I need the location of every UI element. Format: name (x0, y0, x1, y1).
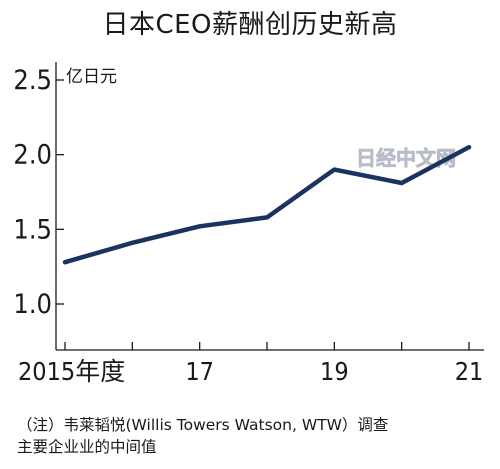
x-axis-ticks: 2015年度 17 19 21 (18, 342, 483, 386)
chart-axes (55, 62, 484, 351)
y-axis-ticks: 1.0 1.5 2.0 2.5 (13, 65, 64, 320)
x-tick-label: 19 (320, 357, 349, 386)
x-tick-label: 2015年度 (18, 357, 125, 386)
y-tick-label: 2.0 (13, 140, 52, 171)
y-tick-label: 1.0 (13, 289, 52, 320)
data-series (62, 144, 472, 265)
line-chart: 1.0 1.5 2.0 2.5 2015年度 17 19 21 亿日元 日经中文网 (13, 62, 484, 386)
x-tick-label: 21 (455, 357, 484, 386)
y-tick-label: 1.5 (13, 214, 52, 245)
footnote-line-2: 主要企业业的中间值 (17, 438, 157, 456)
y-tick-label: 2.5 (13, 65, 52, 96)
footnote-line-1: （注）韦莱韬悦(Willis Towers Watson, WTW）调查 (17, 416, 389, 434)
x-tick-label: 17 (185, 357, 214, 386)
y-axis-unit-label: 亿日元 (66, 67, 117, 87)
footnote: （注）韦莱韬悦(Willis Towers Watson, WTW）调查 主要企… (17, 414, 497, 458)
watermark: 日经中文网 (356, 146, 456, 170)
chart-title: 日本CEO薪酬创历史新高 (102, 10, 398, 40)
